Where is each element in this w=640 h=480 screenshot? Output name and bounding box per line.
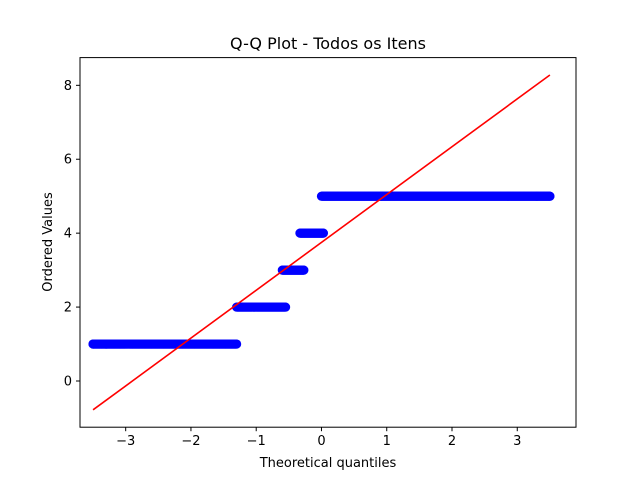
x-axis-label: Theoretical quantiles bbox=[259, 456, 397, 471]
x-tick-label: 0 bbox=[317, 434, 325, 449]
data-point bbox=[299, 265, 309, 275]
data-point bbox=[101, 339, 111, 349]
chart-title: Q-Q Plot - Todos os Itens bbox=[230, 34, 426, 53]
data-point bbox=[232, 339, 242, 349]
x-tick-label: −1 bbox=[247, 434, 266, 449]
data-point bbox=[318, 228, 329, 238]
x-tick-label: 2 bbox=[448, 434, 456, 449]
data-point bbox=[88, 339, 98, 349]
data-point bbox=[280, 302, 291, 312]
x-tick-label: −3 bbox=[116, 434, 135, 449]
x-tick-label: 1 bbox=[383, 434, 391, 449]
y-tick-label: 2 bbox=[64, 301, 72, 316]
x-axis-ticks: −3 −2 −1 0 1 2 3 bbox=[116, 427, 521, 449]
fit-line-layer bbox=[92, 74, 551, 411]
y-tick-label: 8 bbox=[64, 79, 72, 94]
y-axis-label: Ordered Values bbox=[41, 192, 56, 292]
x-tick-label: −2 bbox=[181, 434, 200, 449]
x-tick-label: 3 bbox=[513, 434, 521, 449]
plot-frame bbox=[79, 57, 577, 428]
y-tick-label: 4 bbox=[64, 227, 72, 242]
data-point bbox=[532, 191, 542, 201]
fit-line bbox=[92, 74, 551, 411]
y-tick-label: 0 bbox=[64, 375, 72, 390]
data-point bbox=[545, 191, 555, 201]
y-tick-label: 6 bbox=[64, 153, 72, 168]
y-axis-ticks: 0 2 4 6 8 bbox=[64, 79, 80, 390]
